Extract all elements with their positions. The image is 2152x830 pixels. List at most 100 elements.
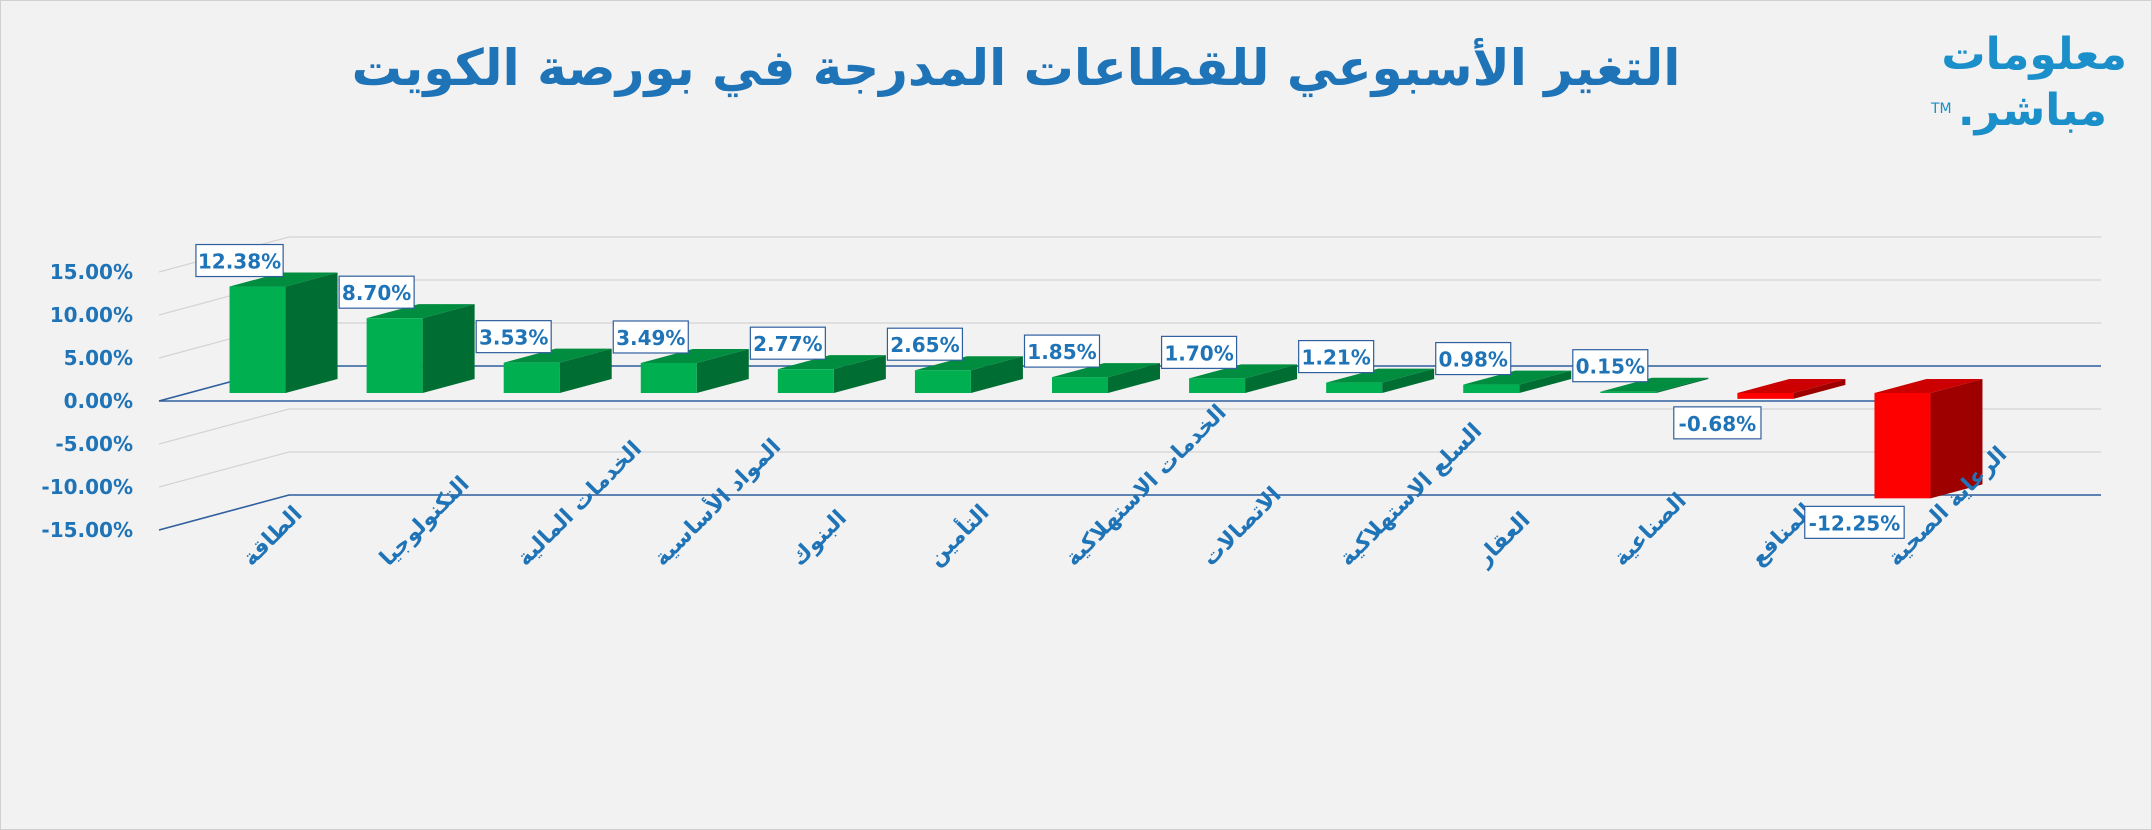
bar-top <box>777 355 886 370</box>
data-label-box <box>1572 349 1649 383</box>
y-tick-label: -5.00% <box>55 432 133 456</box>
bar <box>229 272 338 393</box>
category-label: التأمين <box>921 497 995 571</box>
data-label: 3.49% <box>616 326 685 350</box>
bar-top <box>229 272 338 287</box>
logo-trademark: TM <box>1931 101 1952 117</box>
bar <box>640 348 749 393</box>
bar-front <box>1600 391 1657 393</box>
bar-side <box>1793 379 1846 399</box>
bar-front <box>366 318 423 393</box>
bar-top <box>640 348 749 363</box>
bar <box>777 355 886 393</box>
data-label-box <box>1804 505 1905 539</box>
bar-front <box>1874 393 1931 499</box>
bar-front <box>1052 377 1108 393</box>
bar-side <box>1930 379 1983 499</box>
data-label: 0.98% <box>1439 348 1508 372</box>
data-label: 12.38% <box>198 250 281 274</box>
bar <box>1463 370 1572 393</box>
bar-top <box>503 348 612 363</box>
bar-top <box>1874 379 1983 393</box>
bar-side <box>285 272 338 393</box>
bar-side <box>559 348 612 393</box>
brand-logo: معلومات مباشر. TM <box>1917 31 2127 151</box>
bar-front <box>1326 382 1383 393</box>
chart-labels: 12.38% الطاقة 8.70% التكنولوجيا 3.53% الخدمات… <box>195 243 2012 572</box>
y-tick-label: 15.00% <box>50 260 133 284</box>
bar-top <box>1737 379 1846 393</box>
bar-side <box>1656 377 1709 393</box>
gridline <box>158 451 2101 488</box>
logo-line-1: معلومات <box>1941 29 2127 80</box>
bar <box>914 356 1023 393</box>
bar-side <box>970 356 1023 393</box>
y-tick-label: -15.00% <box>41 518 133 542</box>
gridline <box>158 408 2101 445</box>
gridline <box>158 236 2101 273</box>
bar-top <box>366 304 475 319</box>
bar-side <box>1382 368 1435 393</box>
bar-top <box>914 356 1023 371</box>
y-tick-label: 5.00% <box>64 346 133 370</box>
chart-bars <box>229 272 1983 499</box>
bar-side <box>1108 363 1160 393</box>
category-label: المواد الأساسية <box>647 432 786 571</box>
bar-front <box>503 362 560 393</box>
category-label: البنوك <box>786 506 852 572</box>
data-label-box <box>1023 334 1101 368</box>
bar-front <box>1189 378 1246 393</box>
data-label: 1.21% <box>1301 346 1370 370</box>
y-tick-label: 0.00% <box>64 389 133 413</box>
bar-side <box>1245 364 1298 393</box>
bar-top <box>1189 364 1298 379</box>
bar-side <box>833 355 886 393</box>
chart-title: التغير الأسبوعي للقطاعات المدرجة في بورص… <box>351 39 1681 97</box>
bar-top <box>1600 377 1709 392</box>
chart-grid: 15.00% 10.00% 5.00% 0.00% -5.00% -10.00% -15.0… <box>41 236 2101 542</box>
data-label: 3.53% <box>479 326 548 350</box>
data-label-box <box>749 326 826 360</box>
bottom-axis <box>158 494 2101 531</box>
data-label-box <box>195 243 284 278</box>
data-label: 8.70% <box>342 281 411 305</box>
bar-front <box>229 286 286 393</box>
category-label: الصناعية <box>1609 488 1692 571</box>
bar <box>1189 364 1298 393</box>
category-label: الخدمات المالية <box>512 437 647 572</box>
bar-side <box>1519 370 1572 393</box>
data-label: -0.68% <box>1679 412 1757 436</box>
data-label-box <box>612 320 689 354</box>
category-label: الطاقة <box>238 502 307 571</box>
bar <box>1052 363 1160 393</box>
bar <box>1737 379 1846 399</box>
bar-front <box>640 362 697 393</box>
bar <box>1600 377 1709 393</box>
category-label: التكنولوجيا <box>375 472 474 571</box>
data-label-box <box>1160 335 1238 369</box>
bar-front <box>777 369 834 393</box>
data-label-box <box>338 275 415 309</box>
data-label-box <box>1673 406 1762 440</box>
logo-line-2: مباشر. <box>1957 85 2107 136</box>
bar-top <box>1326 368 1435 383</box>
bar-front <box>914 370 971 393</box>
y-tick-label: 10.00% <box>50 303 133 327</box>
bar <box>1874 379 1983 499</box>
bar-top <box>1052 363 1160 378</box>
bar <box>366 304 475 393</box>
bar-top <box>1463 370 1572 385</box>
data-label: 2.77% <box>753 332 822 356</box>
bar-side <box>422 304 475 393</box>
data-label: 1.85% <box>1027 340 1096 364</box>
y-tick-label: -10.00% <box>41 475 133 499</box>
data-label-box <box>886 327 964 361</box>
data-label: 0.15% <box>1576 355 1645 379</box>
data-label-box <box>1435 341 1512 376</box>
bar-side <box>696 348 749 393</box>
category-label: العقار <box>1471 508 1535 572</box>
data-label: -12.25% <box>1809 511 1901 535</box>
data-label-box <box>1298 339 1375 374</box>
